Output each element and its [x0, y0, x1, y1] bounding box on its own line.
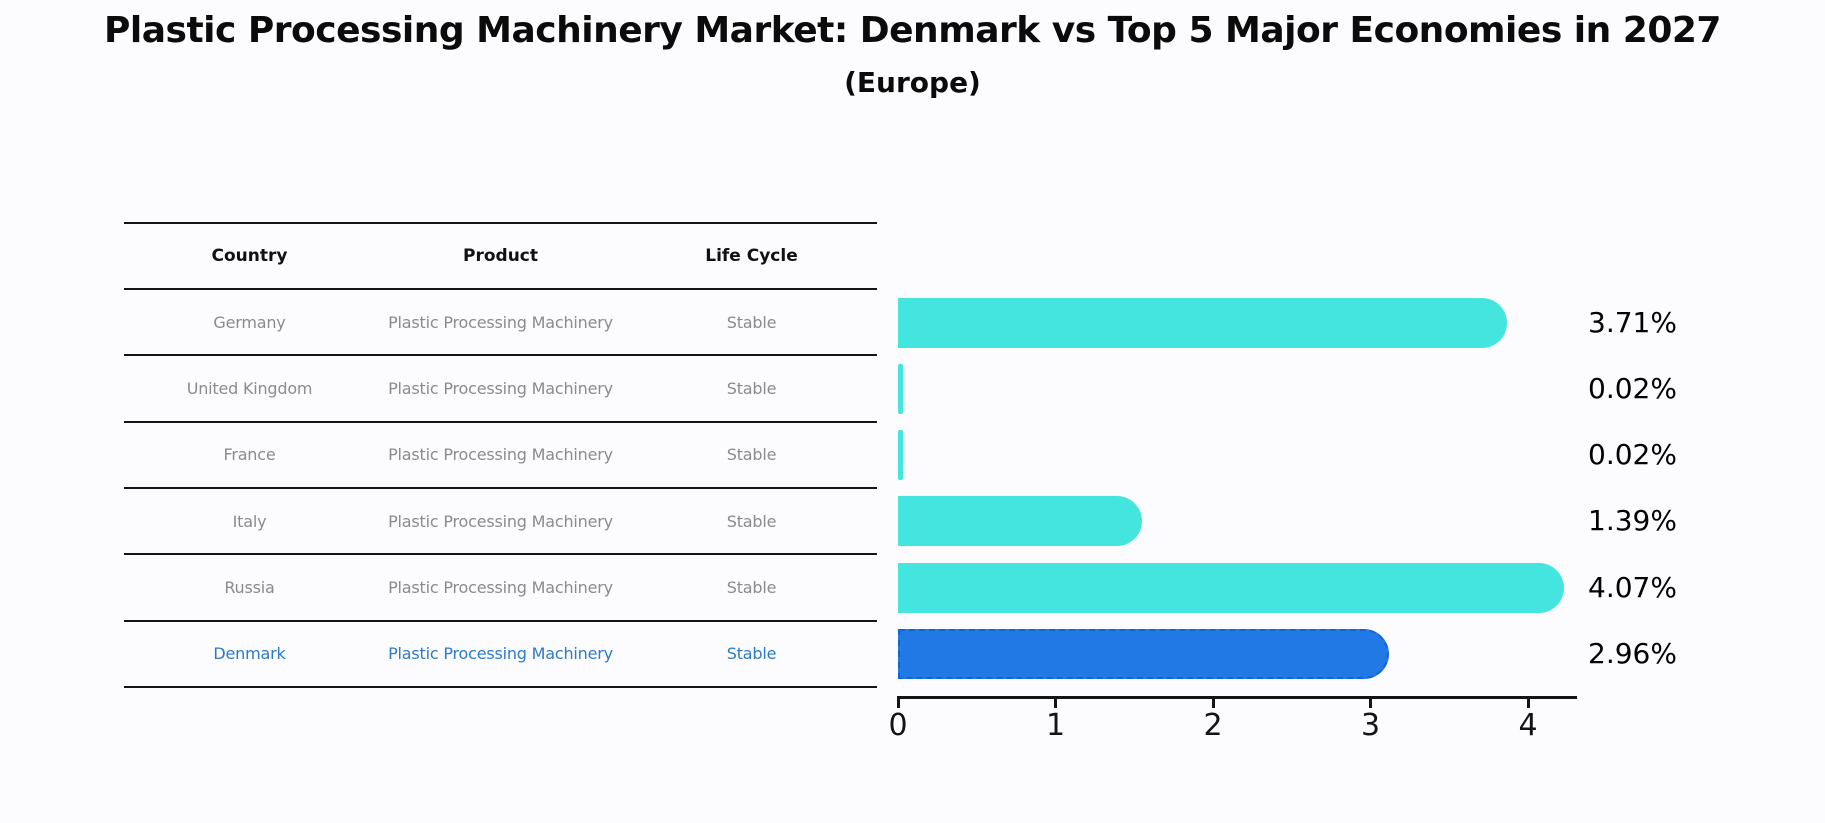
product-cell: Plastic Processing Machinery — [388, 577, 613, 597]
table-header-row: Country Product Life Cycle — [124, 222, 877, 290]
bar — [898, 562, 1565, 613]
page-subtitle: (Europe) — [844, 66, 981, 99]
x-axis-tick-label: 4 — [1518, 708, 1538, 743]
bar-value-label: 3.71% — [1588, 305, 1677, 339]
country-table: Country Product Life Cycle Germany Plastic … — [124, 222, 877, 688]
life-cycle-cell: Stable — [726, 312, 777, 332]
product-cell: Plastic Processing Machinery — [388, 312, 613, 332]
product-cell: Plastic Processing Machinery — [388, 378, 613, 398]
x-axis-tick-label: 0 — [888, 708, 908, 743]
life-cycle-cell: Stable — [726, 577, 777, 597]
table-row: Russia Plastic Processing Machinery Stable — [124, 555, 877, 622]
x-axis-tick-mark — [1369, 696, 1372, 708]
product-cell: Plastic Processing Machinery — [388, 511, 613, 531]
bar — [898, 363, 903, 414]
bar — [898, 496, 1142, 547]
x-axis-tick-mark — [1054, 696, 1057, 708]
bar — [898, 297, 1508, 348]
country-cell: Russia — [224, 577, 275, 597]
page-title: Plastic Processing Machinery Market: Den… — [104, 10, 1721, 51]
life-cycle-cell: Stable — [726, 644, 777, 664]
product-cell: Plastic Processing Machinery — [388, 445, 613, 465]
table-row: Germany Plastic Processing Machinery Stabl… — [124, 290, 877, 357]
x-axis-tick-label: 1 — [1045, 708, 1066, 743]
bar-denmark-highlight — [898, 629, 1390, 680]
table-body: Germany Plastic Processing Machinery Stabl… — [124, 290, 877, 688]
table-row: United Kingdom Plastic Processing Machine… — [124, 356, 877, 423]
table-header-cell: Country — [211, 246, 288, 266]
country-cell: Germany — [213, 312, 286, 332]
x-axis-tick-mark — [1526, 696, 1530, 708]
bar-value-label: 2.96% — [1588, 637, 1677, 671]
x-axis-tick-mark — [1211, 696, 1215, 708]
country-cell: France — [223, 445, 276, 465]
life-cycle-cell: Stable — [726, 445, 777, 465]
table-header-cell: Product — [463, 246, 538, 266]
bar-value-label: 1.39% — [1588, 504, 1677, 538]
table-row: Denmark Plastic Processing Machinery Stabl… — [124, 622, 877, 688]
x-axis-tick-label: 3 — [1360, 708, 1381, 743]
bar-value-label: 0.02% — [1588, 371, 1677, 405]
life-cycle-cell: Stable — [726, 511, 777, 531]
life-cycle-cell: Stable — [726, 378, 777, 398]
country-cell: Italy — [232, 511, 267, 531]
product-cell: Plastic Processing Machinery — [388, 644, 613, 664]
table-row: France Plastic Processing Machinery Stable — [124, 423, 877, 489]
country-cell: Denmark — [213, 644, 286, 664]
bar-value-label: 0.02% — [1588, 438, 1677, 472]
country-cell: United Kingdom — [186, 378, 313, 398]
table-row: Italy Plastic Processing Machinery Stable — [124, 489, 877, 556]
x-axis-line — [898, 696, 1577, 699]
x-axis-tick-label: 2 — [1203, 708, 1223, 743]
table-header-cell: Life Cycle — [705, 246, 798, 266]
bar — [898, 430, 903, 481]
x-axis-tick-mark — [896, 696, 900, 708]
bar-value-label: 4.07% — [1588, 570, 1677, 604]
